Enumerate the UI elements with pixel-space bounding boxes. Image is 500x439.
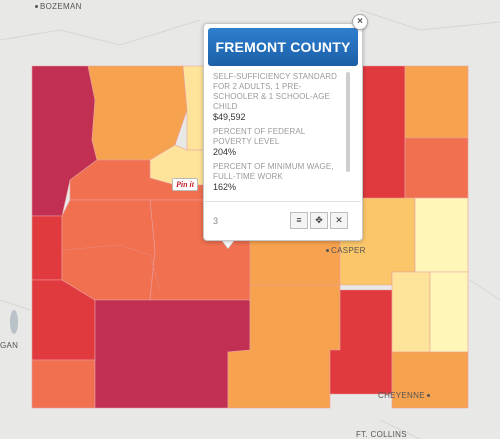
close-icon: ✕ (335, 215, 343, 225)
popup-body: SELF-SUFFICIENCY STANDARD FOR 2 ADULTS, … (213, 72, 345, 214)
field-value: 204% (213, 147, 237, 157)
county-platte[interactable] (391, 271, 431, 353)
county-teton[interactable] (31, 215, 63, 281)
reservation-boundary (61, 244, 161, 291)
city-cheyenne: CHEYENNE (378, 391, 432, 400)
field-poverty-level: PERCENT OF FEDERAL POVERTY LEVEL 204% (213, 127, 345, 158)
list-icon: ≡ (296, 215, 302, 225)
field-minimum-wage: PERCENT OF MINIMUM WAGE, FULL-TIME WORK … (213, 162, 345, 193)
city-ft-collins: FT. COLLINS (356, 430, 407, 439)
city-dot-icon (35, 5, 38, 9)
city-casper: CASPER (324, 246, 366, 255)
popup-title: FREMONT COUNTY (208, 28, 358, 66)
popup-close-button[interactable]: ✕ (330, 212, 348, 229)
county-crook[interactable] (404, 137, 469, 199)
list-button[interactable]: ≡ (290, 212, 308, 229)
pin-it-button[interactable]: Pin it (172, 178, 199, 191)
popup-pointer (220, 238, 236, 248)
field-label: PERCENT OF MINIMUM WAGE, FULL-TIME WORK (213, 162, 334, 181)
move-button[interactable]: ✥ (310, 212, 328, 229)
county-big-horn[interactable] (87, 65, 188, 161)
lake-shape (10, 310, 18, 334)
popup-divider (203, 201, 361, 202)
county-uinta[interactable] (31, 359, 96, 409)
county-popup: FREMONT COUNTY SELF-SUFFICIENCY STANDARD… (203, 23, 363, 241)
county-sweetwater[interactable] (94, 299, 251, 409)
county-campbell[interactable] (404, 65, 469, 139)
background-roads (0, 9, 500, 439)
county-sublette[interactable] (61, 199, 156, 301)
move-icon: ✥ (315, 215, 323, 225)
city-gan: GAN (0, 341, 19, 350)
county-goshen[interactable] (429, 271, 469, 353)
field-label: PERCENT OF FEDERAL POVERTY LEVEL (213, 127, 306, 146)
county-laramie[interactable] (391, 351, 469, 409)
city-bozeman: BOZEMAN (33, 2, 82, 11)
field-self-sufficiency: SELF-SUFFICIENCY STANDARD FOR 2 ADULTS, … (213, 72, 345, 123)
field-value: $49,592 (213, 112, 246, 122)
close-circle-icon: × (357, 16, 363, 27)
field-label: SELF-SUFFICIENCY STANDARD FOR 2 ADULTS, … (213, 72, 337, 111)
close-popup-button[interactable]: × (352, 14, 368, 30)
popup-page-number: 3 (213, 216, 219, 226)
popup-scrollbar[interactable] (346, 72, 350, 172)
field-value: 162% (213, 182, 237, 192)
city-dot-icon (426, 394, 430, 398)
county-niobrara[interactable] (414, 197, 469, 273)
city-dot-icon (326, 249, 329, 253)
